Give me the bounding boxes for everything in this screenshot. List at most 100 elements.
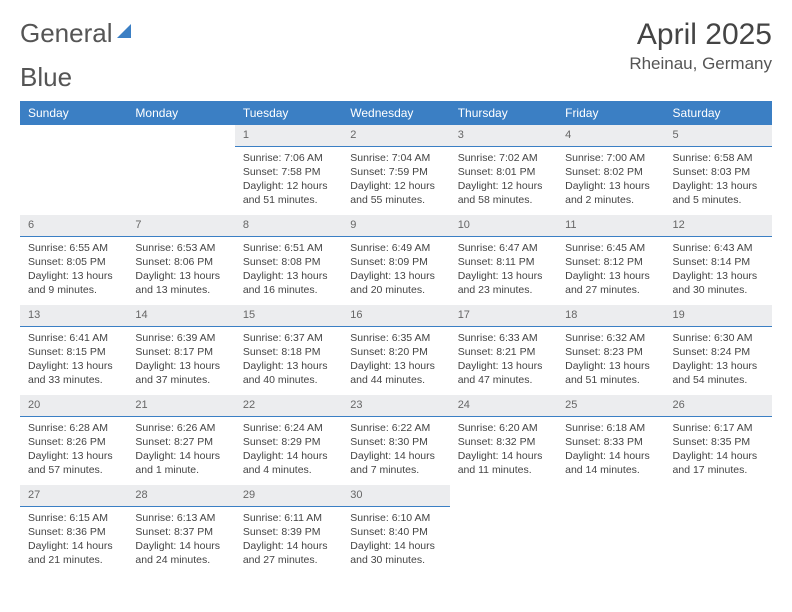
day-header: Monday bbox=[127, 101, 234, 125]
logo-icon bbox=[117, 24, 131, 38]
day-number: 30 bbox=[342, 485, 449, 507]
sunrise-line: Sunrise: 6:49 AM bbox=[350, 241, 441, 255]
calendar-table: SundayMondayTuesdayWednesdayThursdayFrid… bbox=[20, 101, 772, 575]
day-details: Sunrise: 6:28 AMSunset: 8:26 PMDaylight:… bbox=[20, 417, 127, 484]
daylight-line: Daylight: 14 hours and 14 minutes. bbox=[565, 449, 656, 477]
day-number: 28 bbox=[127, 485, 234, 507]
daylight-line: Daylight: 13 hours and 27 minutes. bbox=[565, 269, 656, 297]
calendar-cell: 10Sunrise: 6:47 AMSunset: 8:11 PMDayligh… bbox=[450, 215, 557, 305]
calendar-cell: 20Sunrise: 6:28 AMSunset: 8:26 PMDayligh… bbox=[20, 395, 127, 485]
day-details: Sunrise: 6:22 AMSunset: 8:30 PMDaylight:… bbox=[342, 417, 449, 484]
day-number: 5 bbox=[665, 125, 772, 147]
day-details: Sunrise: 6:41 AMSunset: 8:15 PMDaylight:… bbox=[20, 327, 127, 394]
sunset-line: Sunset: 8:36 PM bbox=[28, 525, 119, 539]
daylight-line: Daylight: 13 hours and 20 minutes. bbox=[350, 269, 441, 297]
sunrise-line: Sunrise: 6:17 AM bbox=[673, 421, 764, 435]
day-number: 2 bbox=[342, 125, 449, 147]
calendar-cell bbox=[127, 125, 234, 215]
day-details: Sunrise: 6:51 AMSunset: 8:08 PMDaylight:… bbox=[235, 237, 342, 304]
sunset-line: Sunset: 8:24 PM bbox=[673, 345, 764, 359]
sunrise-line: Sunrise: 6:47 AM bbox=[458, 241, 549, 255]
day-number: 11 bbox=[557, 215, 664, 237]
sunset-line: Sunset: 8:32 PM bbox=[458, 435, 549, 449]
day-details: Sunrise: 6:15 AMSunset: 8:36 PMDaylight:… bbox=[20, 507, 127, 574]
sunrise-line: Sunrise: 6:26 AM bbox=[135, 421, 226, 435]
day-number: 17 bbox=[450, 305, 557, 327]
day-details: Sunrise: 6:58 AMSunset: 8:03 PMDaylight:… bbox=[665, 147, 772, 214]
page-title: April 2025 bbox=[629, 18, 772, 52]
day-details: Sunrise: 6:43 AMSunset: 8:14 PMDaylight:… bbox=[665, 237, 772, 304]
day-header: Wednesday bbox=[342, 101, 449, 125]
sunset-line: Sunset: 8:09 PM bbox=[350, 255, 441, 269]
calendar-cell: 30Sunrise: 6:10 AMSunset: 8:40 PMDayligh… bbox=[342, 485, 449, 575]
sunset-line: Sunset: 8:26 PM bbox=[28, 435, 119, 449]
sunrise-line: Sunrise: 6:55 AM bbox=[28, 241, 119, 255]
day-number: 3 bbox=[450, 125, 557, 147]
day-details: Sunrise: 6:35 AMSunset: 8:20 PMDaylight:… bbox=[342, 327, 449, 394]
daylight-line: Daylight: 13 hours and 47 minutes. bbox=[458, 359, 549, 387]
day-header: Thursday bbox=[450, 101, 557, 125]
sunrise-line: Sunrise: 6:33 AM bbox=[458, 331, 549, 345]
sunrise-line: Sunrise: 7:00 AM bbox=[565, 151, 656, 165]
daylight-line: Daylight: 13 hours and 2 minutes. bbox=[565, 179, 656, 207]
sunset-line: Sunset: 8:17 PM bbox=[135, 345, 226, 359]
daylight-line: Daylight: 12 hours and 58 minutes. bbox=[458, 179, 549, 207]
sunset-line: Sunset: 8:14 PM bbox=[673, 255, 764, 269]
calendar-cell: 7Sunrise: 6:53 AMSunset: 8:06 PMDaylight… bbox=[127, 215, 234, 305]
day-details: Sunrise: 7:02 AMSunset: 8:01 PMDaylight:… bbox=[450, 147, 557, 214]
daylight-line: Daylight: 13 hours and 37 minutes. bbox=[135, 359, 226, 387]
sunrise-line: Sunrise: 6:11 AM bbox=[243, 511, 334, 525]
daylight-line: Daylight: 14 hours and 11 minutes. bbox=[458, 449, 549, 477]
day-number: 21 bbox=[127, 395, 234, 417]
daylight-line: Daylight: 13 hours and 5 minutes. bbox=[673, 179, 764, 207]
sunset-line: Sunset: 8:08 PM bbox=[243, 255, 334, 269]
day-details: Sunrise: 6:45 AMSunset: 8:12 PMDaylight:… bbox=[557, 237, 664, 304]
sunrise-line: Sunrise: 6:18 AM bbox=[565, 421, 656, 435]
daylight-line: Daylight: 14 hours and 24 minutes. bbox=[135, 539, 226, 567]
daylight-line: Daylight: 13 hours and 44 minutes. bbox=[350, 359, 441, 387]
calendar-cell bbox=[557, 485, 664, 575]
daylight-line: Daylight: 13 hours and 30 minutes. bbox=[673, 269, 764, 297]
calendar-cell: 19Sunrise: 6:30 AMSunset: 8:24 PMDayligh… bbox=[665, 305, 772, 395]
calendar-cell: 14Sunrise: 6:39 AMSunset: 8:17 PMDayligh… bbox=[127, 305, 234, 395]
day-details: Sunrise: 7:06 AMSunset: 7:58 PMDaylight:… bbox=[235, 147, 342, 214]
day-details: Sunrise: 6:13 AMSunset: 8:37 PMDaylight:… bbox=[127, 507, 234, 574]
day-details: Sunrise: 6:49 AMSunset: 8:09 PMDaylight:… bbox=[342, 237, 449, 304]
calendar-cell: 21Sunrise: 6:26 AMSunset: 8:27 PMDayligh… bbox=[127, 395, 234, 485]
sunset-line: Sunset: 8:01 PM bbox=[458, 165, 549, 179]
day-number: 15 bbox=[235, 305, 342, 327]
sunset-line: Sunset: 8:23 PM bbox=[565, 345, 656, 359]
daylight-line: Daylight: 14 hours and 21 minutes. bbox=[28, 539, 119, 567]
day-number: 23 bbox=[342, 395, 449, 417]
sunrise-line: Sunrise: 6:51 AM bbox=[243, 241, 334, 255]
calendar-row: 20Sunrise: 6:28 AMSunset: 8:26 PMDayligh… bbox=[20, 395, 772, 485]
day-number: 8 bbox=[235, 215, 342, 237]
sunset-line: Sunset: 8:12 PM bbox=[565, 255, 656, 269]
sunset-line: Sunset: 8:33 PM bbox=[565, 435, 656, 449]
sunset-line: Sunset: 8:37 PM bbox=[135, 525, 226, 539]
day-number: 24 bbox=[450, 395, 557, 417]
day-header: Tuesday bbox=[235, 101, 342, 125]
day-details: Sunrise: 6:11 AMSunset: 8:39 PMDaylight:… bbox=[235, 507, 342, 574]
sunrise-line: Sunrise: 6:58 AM bbox=[673, 151, 764, 165]
sunset-line: Sunset: 8:40 PM bbox=[350, 525, 441, 539]
day-number: 22 bbox=[235, 395, 342, 417]
day-number: 12 bbox=[665, 215, 772, 237]
sunrise-line: Sunrise: 7:04 AM bbox=[350, 151, 441, 165]
sunset-line: Sunset: 8:05 PM bbox=[28, 255, 119, 269]
sunset-line: Sunset: 8:35 PM bbox=[673, 435, 764, 449]
sunrise-line: Sunrise: 7:06 AM bbox=[243, 151, 334, 165]
day-details: Sunrise: 6:17 AMSunset: 8:35 PMDaylight:… bbox=[665, 417, 772, 484]
calendar-cell: 28Sunrise: 6:13 AMSunset: 8:37 PMDayligh… bbox=[127, 485, 234, 575]
daylight-line: Daylight: 13 hours and 57 minutes. bbox=[28, 449, 119, 477]
daylight-line: Daylight: 13 hours and 51 minutes. bbox=[565, 359, 656, 387]
daylight-line: Daylight: 14 hours and 27 minutes. bbox=[243, 539, 334, 567]
sunrise-line: Sunrise: 6:30 AM bbox=[673, 331, 764, 345]
calendar-cell: 13Sunrise: 6:41 AMSunset: 8:15 PMDayligh… bbox=[20, 305, 127, 395]
day-number: 18 bbox=[557, 305, 664, 327]
day-number: 7 bbox=[127, 215, 234, 237]
sunset-line: Sunset: 7:59 PM bbox=[350, 165, 441, 179]
calendar-cell: 18Sunrise: 6:32 AMSunset: 8:23 PMDayligh… bbox=[557, 305, 664, 395]
calendar-row: 27Sunrise: 6:15 AMSunset: 8:36 PMDayligh… bbox=[20, 485, 772, 575]
day-number: 16 bbox=[342, 305, 449, 327]
